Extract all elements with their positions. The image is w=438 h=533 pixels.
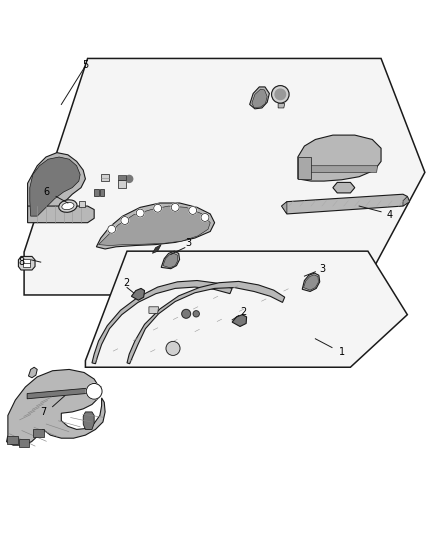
Polygon shape [23,259,30,268]
Polygon shape [94,189,99,197]
Text: 8: 8 [18,257,24,267]
Polygon shape [161,251,180,269]
Polygon shape [304,275,318,290]
Text: 3: 3 [185,238,191,248]
Circle shape [201,214,209,221]
Polygon shape [252,89,267,108]
Circle shape [182,310,191,318]
Circle shape [193,311,199,317]
Polygon shape [149,307,159,313]
Text: 2: 2 [123,278,129,288]
Polygon shape [28,152,85,222]
Polygon shape [232,314,247,327]
Circle shape [171,204,179,211]
Polygon shape [33,430,44,437]
Polygon shape [100,189,104,197]
Polygon shape [79,201,85,207]
Polygon shape [28,206,94,223]
Text: 1: 1 [339,347,345,357]
Polygon shape [101,174,109,181]
Text: 7: 7 [41,407,47,417]
Polygon shape [96,203,215,249]
Circle shape [86,383,102,399]
Circle shape [108,225,116,233]
Polygon shape [152,245,161,253]
Polygon shape [131,288,145,300]
Circle shape [166,342,180,356]
Polygon shape [7,436,18,444]
Circle shape [154,204,162,212]
Text: 3: 3 [319,264,325,273]
Circle shape [121,216,129,224]
Polygon shape [27,387,102,399]
Polygon shape [118,180,126,188]
Polygon shape [298,135,381,181]
Polygon shape [19,439,29,447]
Circle shape [275,89,286,100]
Polygon shape [250,87,269,109]
Text: 6: 6 [44,187,50,197]
Polygon shape [282,194,410,214]
Ellipse shape [59,200,77,212]
Circle shape [272,86,289,103]
Polygon shape [298,157,311,179]
Polygon shape [28,367,37,378]
Polygon shape [92,280,232,364]
Polygon shape [300,166,378,172]
Polygon shape [99,206,210,246]
Polygon shape [302,273,320,292]
Text: 5: 5 [82,60,88,70]
Polygon shape [118,174,126,180]
Polygon shape [24,59,425,295]
Circle shape [136,209,144,217]
Polygon shape [127,281,285,364]
Polygon shape [333,182,355,193]
Polygon shape [403,197,410,206]
Polygon shape [163,253,178,268]
Text: 4: 4 [387,210,393,220]
Polygon shape [278,103,285,108]
Polygon shape [7,369,105,445]
Text: 2: 2 [240,308,246,318]
Polygon shape [85,251,407,367]
Circle shape [189,206,197,214]
Polygon shape [18,256,35,270]
Polygon shape [282,201,287,214]
Circle shape [126,175,133,182]
Ellipse shape [62,203,74,209]
Polygon shape [83,412,94,430]
Polygon shape [30,157,80,216]
